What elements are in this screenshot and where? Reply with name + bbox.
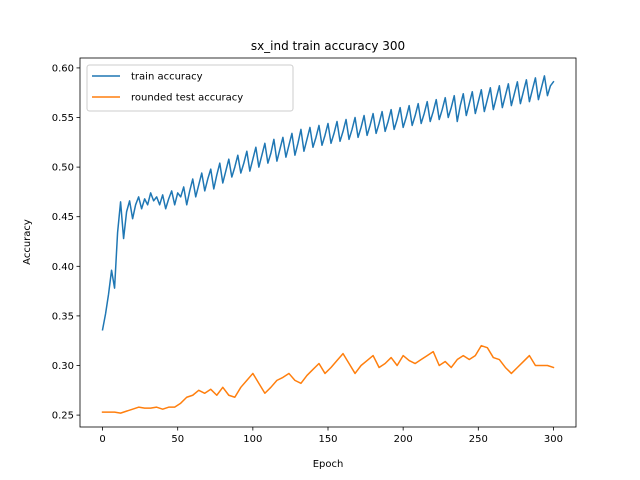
x-tick-label: 200 [394,434,413,445]
y-tick-label: 0.25 [52,411,74,422]
series-line-1 [101,75,555,331]
series-line-2 [101,344,555,414]
y-tick-label: 0.40 [52,262,74,273]
y-axis-label: Accuracy [22,219,33,265]
legend-label: rounded test accuracy [131,93,243,104]
legend-box [86,64,294,112]
plot-content [101,75,555,414]
x-tick-label: 100 [243,434,262,445]
chart-title: sx_ind train accuracy 300 [251,39,405,53]
x-axis-label: Epoch [313,459,344,470]
y-tick-label: 0.50 [52,163,74,174]
y-tick-label: 0.45 [52,212,74,223]
x-axis-ticks: 0 50 100 150 200 250 300 [99,427,563,445]
legend-label: train accuracy [131,72,203,83]
y-axis-ticks: 0.25 0.30 0.35 0.40 0.45 0.50 0.55 0.60 [52,63,80,422]
y-tick-label: 0.60 [52,63,74,74]
y-tick-label: 0.35 [52,311,74,322]
chart-legend: train accuracy rounded test accuracy [86,64,294,112]
x-tick-label: 0 [99,434,105,445]
x-tick-label: 150 [318,434,337,445]
y-tick-label: 0.30 [52,361,74,372]
x-tick-label: 50 [171,434,184,445]
x-tick-label: 250 [469,434,488,445]
x-tick-label: 300 [544,434,563,445]
y-tick-label: 0.55 [52,113,74,124]
